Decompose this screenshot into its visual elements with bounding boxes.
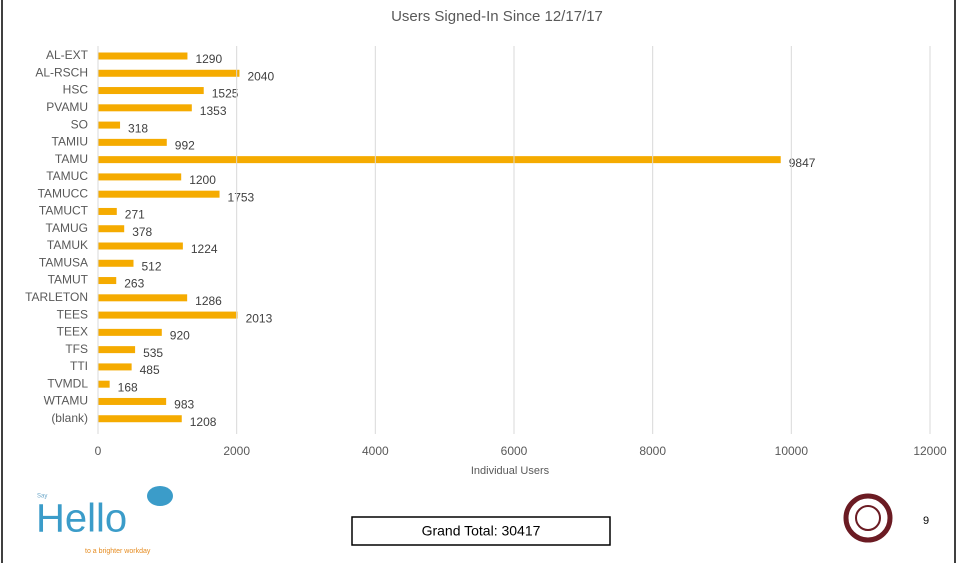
bar — [98, 156, 781, 164]
value-label: 1290 — [195, 52, 222, 66]
x-tick-label: 6000 — [501, 444, 528, 458]
bar — [98, 242, 183, 250]
y-tick-label: TTI — [70, 359, 88, 373]
y-tick-label: TFS — [65, 342, 88, 356]
y-tick-label: WTAMU — [44, 394, 88, 408]
y-tick-label: TAMUT — [48, 273, 89, 287]
bar — [98, 328, 162, 336]
value-label: 263 — [124, 277, 144, 291]
seal — [843, 493, 893, 543]
logo-text: Hello — [36, 497, 127, 541]
value-label: 2040 — [247, 69, 274, 83]
value-label: 318 — [128, 121, 148, 135]
value-label: 271 — [125, 208, 145, 222]
bar — [98, 346, 136, 354]
y-tick-label: HSC — [63, 83, 89, 97]
y-tick-label: TAMIU — [52, 135, 88, 149]
value-label: 1208 — [190, 415, 217, 429]
logo: Say Hello to a brighter workday — [36, 486, 173, 555]
x-tick-label: 12000 — [913, 444, 947, 458]
y-tick-label: TVMDL — [47, 376, 88, 390]
y-tick-label: (blank) — [51, 411, 88, 425]
x-tick-label: 10000 — [775, 444, 809, 458]
bar — [98, 294, 188, 302]
bar — [98, 225, 125, 233]
y-tick-label: TAMUCC — [38, 186, 89, 200]
value-label: 2013 — [246, 311, 273, 325]
logo-small: Say — [37, 494, 47, 500]
bar — [98, 104, 192, 112]
value-label: 1353 — [200, 104, 227, 118]
y-tick-label: TAMUSA — [39, 255, 88, 269]
bar — [98, 190, 220, 198]
grand-total: Grand Total: 30417 — [422, 523, 541, 539]
value-label: 983 — [174, 398, 194, 412]
y-tick-label: SO — [71, 117, 88, 131]
y-tick-label: TAMUC — [46, 169, 88, 183]
bar — [98, 380, 110, 388]
chart-title: Users Signed-In Since 12/17/17 — [391, 8, 603, 25]
value-label: 920 — [170, 329, 190, 343]
value-label: 1753 — [228, 190, 255, 204]
y-tick-label: TEES — [57, 307, 88, 321]
bar — [98, 277, 117, 285]
bar — [98, 207, 117, 215]
total-box — [351, 516, 611, 546]
bar — [98, 173, 182, 181]
value-label: 485 — [140, 363, 160, 377]
y-tick-label: AL-RSCH — [35, 65, 88, 79]
bar — [98, 415, 182, 423]
value-label: 9847 — [789, 156, 816, 170]
bar — [98, 121, 121, 129]
y-tick-label: PVAMU — [46, 100, 88, 114]
bar — [98, 397, 167, 405]
logo-bubble — [147, 486, 173, 506]
value-label: 992 — [175, 139, 195, 153]
y-tick-label: TAMUG — [46, 221, 88, 235]
x-tick-label: 0 — [95, 444, 102, 458]
bar — [98, 69, 240, 77]
y-tick-label: TARLETON — [25, 290, 88, 304]
y-tick-label: TAMU — [55, 152, 88, 166]
y-tick-label: TAMUCT — [39, 204, 89, 218]
y-tick-label: AL-EXT — [46, 48, 89, 62]
bar — [98, 259, 134, 267]
value-label: 1200 — [189, 173, 216, 187]
bar — [98, 363, 132, 371]
x-tick-label: 4000 — [362, 444, 389, 458]
y-tick-label: TEEX — [57, 325, 88, 339]
bar — [98, 138, 167, 146]
value-label: 1224 — [191, 242, 218, 256]
bar — [98, 87, 204, 95]
x-axis-label: Individual Users — [471, 465, 550, 477]
x-tick-label: 8000 — [639, 444, 666, 458]
bar — [98, 311, 238, 319]
value-label: 1286 — [195, 294, 222, 308]
bar — [98, 52, 188, 60]
value-label: 535 — [143, 346, 163, 360]
value-label: 378 — [132, 225, 152, 239]
page-number: 9 — [923, 515, 929, 527]
value-label: 512 — [141, 259, 161, 273]
logo-tagline: to a brighter workday — [85, 548, 151, 555]
y-tick-label: TAMUK — [47, 238, 88, 252]
seal-inner — [855, 505, 881, 531]
value-label: 168 — [118, 380, 138, 394]
x-tick-label: 2000 — [223, 444, 250, 458]
value-label: 1525 — [212, 87, 239, 101]
